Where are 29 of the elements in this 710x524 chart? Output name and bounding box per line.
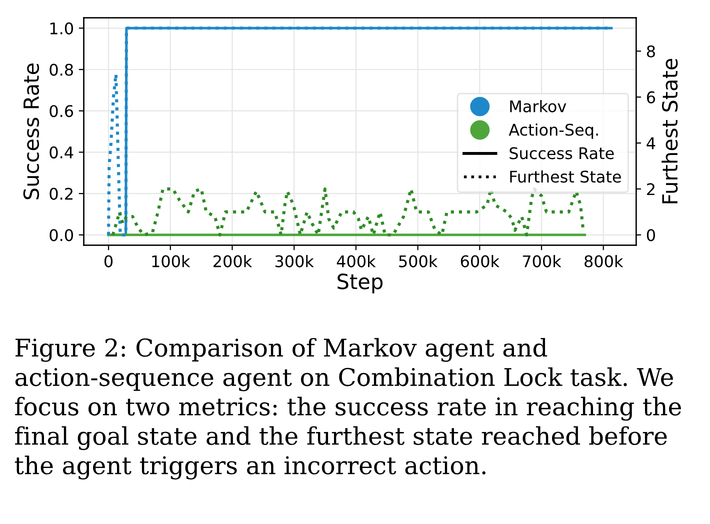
legend-label: Action-Seq. — [508, 123, 598, 139]
y-axis-title: Success Rate — [23, 64, 40, 200]
y-tick-label: 0.8 — [50, 64, 73, 76]
x-tick-label: 600k — [460, 254, 500, 268]
y2-tick-label: 0 — [646, 229, 655, 242]
y2-axis-title: Furthest State — [662, 58, 678, 204]
annotation: Success Rate — [510, 147, 614, 160]
y-tick-label: 0.4 — [50, 146, 74, 158]
y-tick-label: 0.2 — [50, 188, 72, 200]
caption: Figure 2: Comparison of Markov agent and action-sequence agent on Combination Lock task. We focus on two metrics: the success rate in reaching the final goal state and the furthest state reached before the agent triggers an incorrect action. — [14, 338, 681, 480]
y-tick-label: 1.0 — [50, 22, 73, 34]
x-tick-label: 100k — [152, 254, 190, 268]
x-tick-label: 0 — [104, 255, 113, 268]
x-tick-label: 700k — [522, 254, 562, 268]
x-tick-label: 500k — [399, 254, 438, 268]
y-tick-label: 0.0 — [50, 229, 73, 242]
y2-tick-label: 2 — [647, 183, 654, 196]
x-tick-label: 400k — [336, 254, 376, 268]
y2-tick-label: 4 — [646, 137, 656, 150]
x-tick-label: 200k — [214, 254, 252, 268]
y2-tick-label: 6 — [647, 91, 656, 104]
x-axis-title: Step — [338, 274, 383, 294]
legend-label: Markov — [510, 100, 566, 112]
x-tick-label: 300k — [275, 254, 314, 268]
y-tick-label: 0.6 — [50, 105, 74, 118]
y2-tick-label: 8 — [646, 45, 655, 58]
annotation: Furthest State — [510, 170, 621, 183]
line-series — [111, 187, 584, 236]
x-tick-label: 800k — [584, 254, 624, 268]
